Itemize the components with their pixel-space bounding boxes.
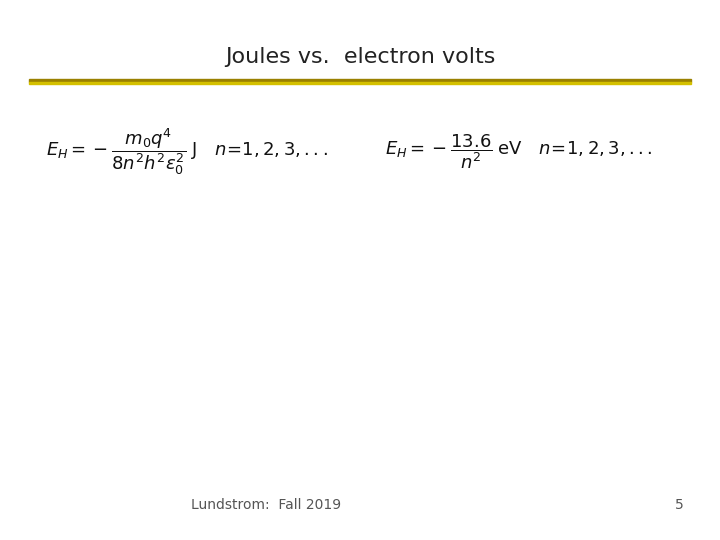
Text: Joules vs.  electron volts: Joules vs. electron volts bbox=[225, 46, 495, 67]
Bar bbox=[29, 79, 691, 82]
Text: $E_H = -\dfrac{m_0 q^4}{8n^2 h^2 \varepsilon_0^2} \; \mathrm{J} \quad n\!=\!1,2,: $E_H = -\dfrac{m_0 q^4}{8n^2 h^2 \vareps… bbox=[46, 126, 328, 177]
Text: $E_H = -\dfrac{13.6}{n^2} \; \mathrm{eV} \quad n\!=\!1,2,3,...$: $E_H = -\dfrac{13.6}{n^2} \; \mathrm{eV}… bbox=[384, 132, 652, 171]
Bar bbox=[29, 82, 691, 84]
Text: Lundstrom:  Fall 2019: Lundstrom: Fall 2019 bbox=[192, 498, 341, 512]
Text: 5: 5 bbox=[675, 498, 684, 512]
